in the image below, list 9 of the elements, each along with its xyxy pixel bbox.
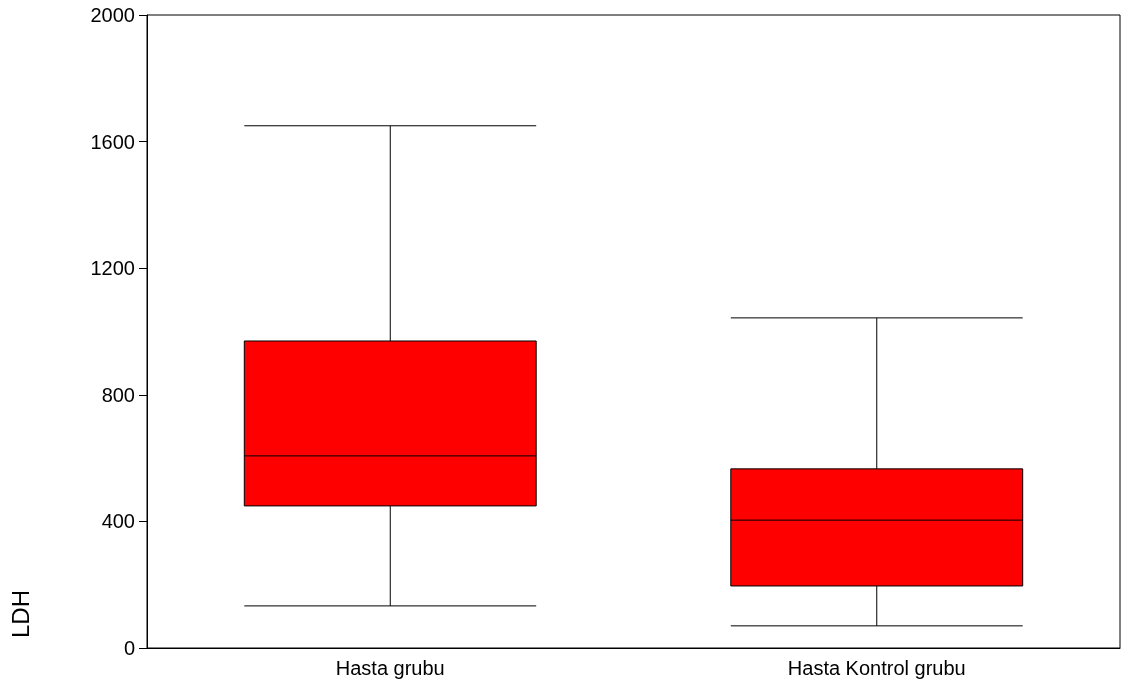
x-tick-label: Hasta grubu — [335, 657, 445, 679]
y-axis-title: LDH — [6, 590, 34, 639]
x-tick-label: Hasta Kontrol grubu — [787, 657, 966, 679]
y-tick-label: 1200 — [90, 257, 135, 280]
y-tick-label: 800 — [101, 383, 135, 406]
y-tick-label: 1600 — [90, 130, 135, 153]
y-tick-label: 2000 — [90, 4, 135, 26]
y-tick-label: 400 — [101, 510, 135, 533]
y-tick-label: 0 — [123, 637, 135, 659]
